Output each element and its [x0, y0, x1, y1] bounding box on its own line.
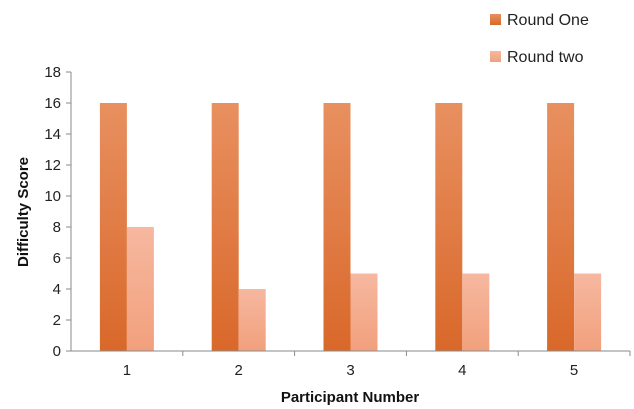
bar-round-one-participant-3 [323, 103, 351, 351]
legend-swatch-round-two [490, 51, 501, 62]
bar-round-two-participant-1 [126, 227, 154, 351]
y-tick-label: 16 [44, 95, 61, 112]
legend-label-round-two: Round two [507, 49, 584, 66]
y-axis-title: Difficulty Score [15, 157, 32, 267]
bar-round-two-participant-2 [238, 289, 266, 351]
bar-round-two-participant-3 [350, 273, 378, 351]
bar-round-two-participant-4 [462, 273, 490, 351]
bars [99, 103, 602, 351]
y-tick-label: 18 [44, 64, 61, 81]
y-axis-ticks: 0 2 4 6 8 10 12 14 16 18 [44, 64, 71, 360]
y-tick-label: 14 [44, 126, 61, 143]
bar-round-one-participant-4 [435, 103, 463, 351]
x-tick-label: 2 [235, 362, 243, 379]
y-tick-label: 0 [53, 343, 61, 360]
legend-label-round-one: Round One [507, 12, 589, 29]
y-tick-label: 10 [44, 188, 61, 205]
bar-round-one-participant-2 [211, 103, 239, 351]
bar-round-two-participant-5 [574, 273, 602, 351]
y-tick-label: 12 [44, 157, 61, 174]
y-tick-label: 4 [53, 281, 61, 298]
x-tick-label: 5 [570, 362, 578, 379]
legend: Round One Round two [490, 12, 589, 66]
y-tick-label: 8 [53, 219, 61, 236]
x-axis-ticks: 1 2 3 4 5 [123, 351, 631, 379]
y-tick-label: 6 [53, 250, 61, 267]
x-tick-label: 4 [458, 362, 466, 379]
legend-swatch-round-one [490, 14, 501, 25]
x-axis-title: Participant Number [281, 389, 420, 406]
bar-round-one-participant-1 [99, 103, 127, 351]
x-tick-label: 3 [346, 362, 354, 379]
x-tick-label: 1 [123, 362, 131, 379]
y-tick-label: 2 [53, 312, 61, 329]
bar-round-one-participant-5 [547, 103, 575, 351]
